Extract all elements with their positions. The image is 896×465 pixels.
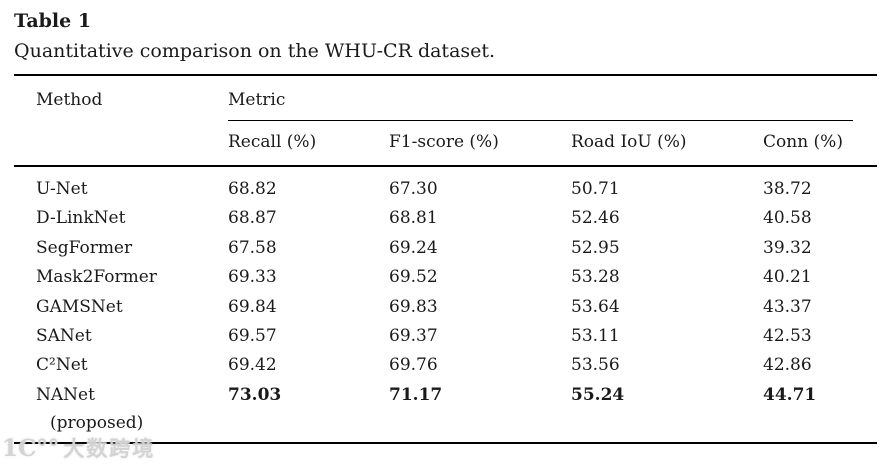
- table-row: SegFormer 67.58 69.24 52.95 39.32: [14, 234, 877, 263]
- column-header-road-iou: Road IoU (%): [571, 132, 687, 152]
- cell-road-iou: 53.11: [571, 325, 620, 346]
- watermark-text: 大数跨境: [63, 436, 156, 461]
- cell-f1-score: 69.37: [389, 325, 438, 346]
- cell-f1-score: 71.17: [389, 384, 443, 405]
- cell-f1-score: 69.52: [389, 267, 438, 288]
- cell-f1-score: 69.76: [389, 355, 438, 376]
- cell-conn: 39.32: [763, 237, 812, 258]
- cell-road-iou: 53.56: [571, 355, 620, 376]
- cell-conn: 40.58: [763, 208, 812, 229]
- cell-conn: 40.21: [763, 267, 812, 288]
- cell-recall: 69.57: [228, 325, 277, 346]
- table-body: U-Net 68.82 67.30 50.71 38.72 D-LinkNet …: [14, 167, 877, 438]
- watermark-logo-icon: 1C°°: [2, 435, 60, 462]
- cell-f1-score: 69.83: [389, 296, 438, 317]
- cell-conn: 38.72: [763, 179, 812, 199]
- cell-recall: 67.58: [228, 237, 277, 258]
- cell-road-iou: 55.24: [571, 384, 625, 405]
- cell-conn: 43.37: [763, 296, 812, 317]
- cell-recall: 69.84: [228, 296, 277, 317]
- table-row: D-LinkNet 68.87 68.81 52.46 40.58: [14, 204, 877, 233]
- cell-road-iou: 50.71: [571, 179, 620, 199]
- cell-recall: 69.42: [228, 355, 277, 376]
- method-name: SegFormer: [36, 237, 133, 258]
- method-name: D-LinkNet: [36, 208, 126, 229]
- cell-road-iou: 53.28: [571, 267, 620, 288]
- table-row: U-Net 68.82 67.30 50.71 38.72: [14, 175, 877, 204]
- method-name: GAMSNet: [36, 296, 123, 317]
- method-name: U-Net: [36, 179, 88, 199]
- column-header-recall: Recall (%): [228, 132, 317, 152]
- table-row: C²Net 69.42 69.76 53.56 42.86: [14, 351, 877, 380]
- column-header-f1-score: F1-score (%): [389, 132, 499, 152]
- cell-conn: 44.71: [763, 384, 817, 405]
- cell-conn: 42.53: [763, 325, 812, 346]
- column-header-method: Method: [36, 90, 103, 110]
- column-group-header-metric: Metric: [228, 76, 877, 121]
- table-row: GAMSNet 69.84 69.83 53.64 43.37: [14, 293, 877, 322]
- cell-road-iou: 52.46: [571, 208, 620, 229]
- method-note: (proposed): [50, 413, 144, 434]
- table-header-group-row: Method Metric: [14, 76, 877, 121]
- table-row-proposed-note: (proposed): [14, 410, 877, 438]
- column-header-conn: Conn (%): [763, 132, 843, 152]
- table-row-proposed: NANet 73.03 71.17 55.24 44.71: [14, 381, 877, 410]
- cell-f1-score: 68.81: [389, 208, 438, 229]
- watermark: 1C°° 大数跨境: [2, 433, 155, 463]
- cell-recall: 68.82: [228, 179, 277, 199]
- method-name: Mask2Former: [36, 267, 157, 288]
- method-name: C²Net: [36, 355, 88, 376]
- column-header-spacer: [14, 121, 228, 165]
- cell-road-iou: 53.64: [571, 296, 620, 317]
- cell-recall: 73.03: [228, 384, 282, 405]
- table-row: Mask2Former 69.33 69.52 53.28 40.21: [14, 263, 877, 292]
- cell-recall: 68.87: [228, 208, 277, 229]
- cell-conn: 42.86: [763, 355, 812, 376]
- method-name: NANet: [36, 384, 95, 405]
- table-row: SANet 69.57 69.37 53.11 42.53: [14, 322, 877, 351]
- cell-f1-score: 69.24: [389, 237, 438, 258]
- cell-recall: 69.33: [228, 267, 277, 288]
- method-name: SANet: [36, 325, 92, 346]
- table-caption: Quantitative comparison on the WHU-CR da…: [14, 40, 496, 62]
- data-table: Method Metric Recall (%) F1-score (%) Ro…: [14, 74, 877, 445]
- cell-f1-score: 67.30: [389, 179, 438, 199]
- cell-road-iou: 52.95: [571, 237, 620, 258]
- table-label: Table 1: [14, 10, 92, 32]
- table-header-row: Recall (%) F1-score (%) Road IoU (%) Con…: [14, 121, 877, 167]
